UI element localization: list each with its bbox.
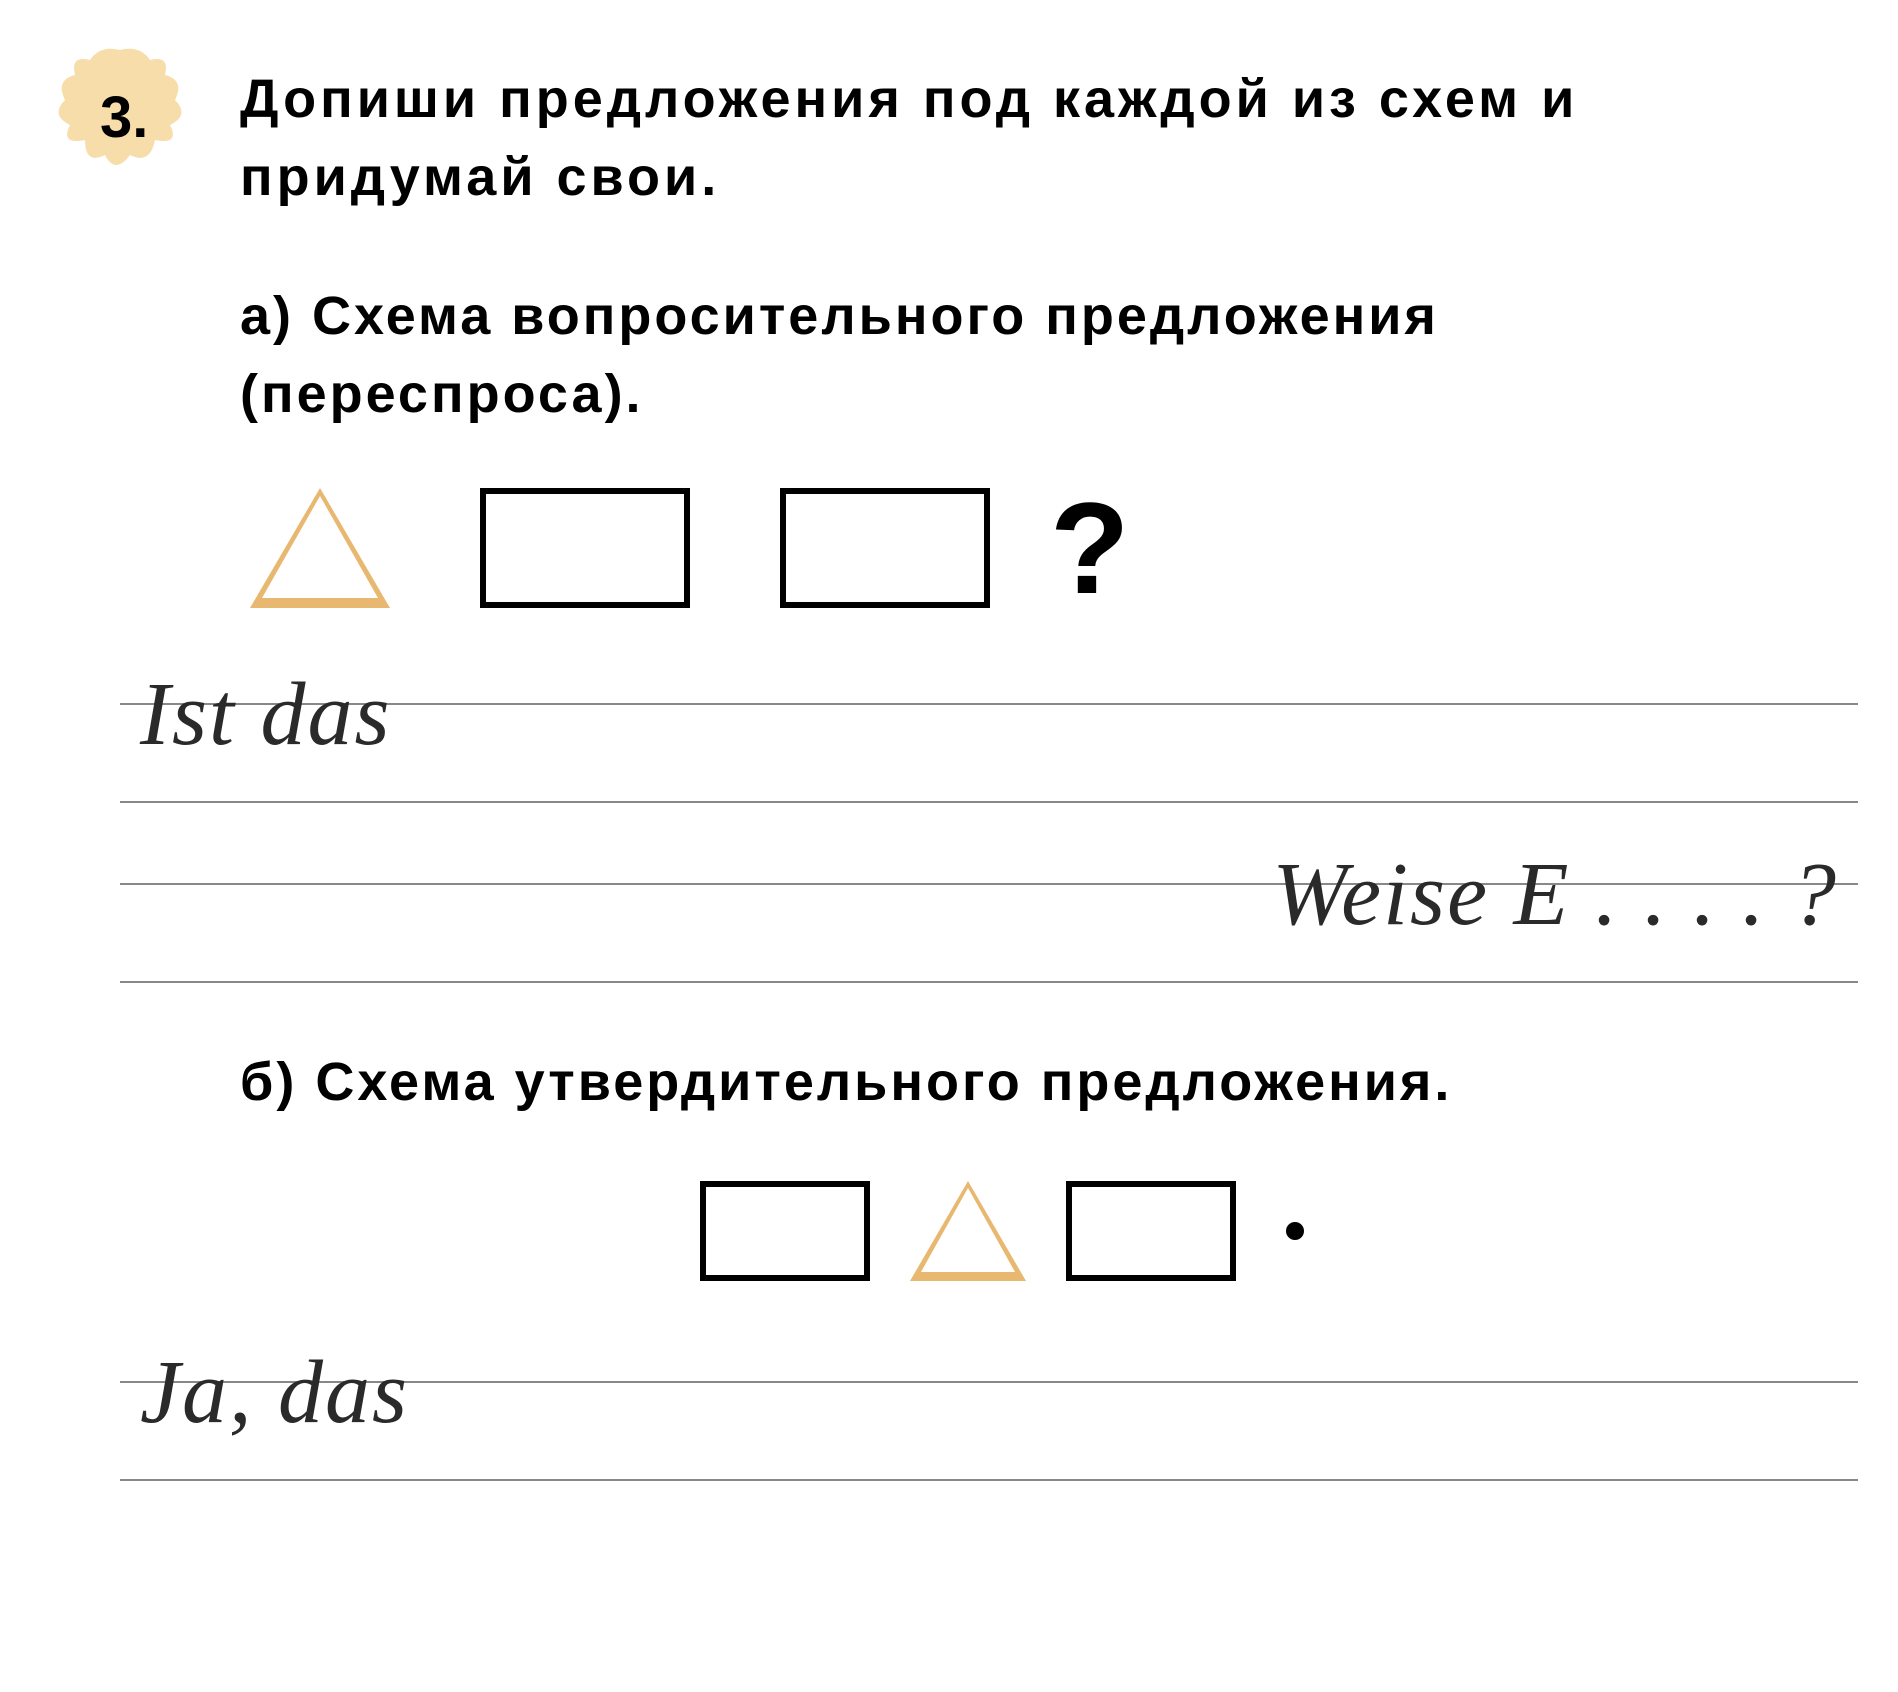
section-a: а) Схема вопросительного предложения (пе… xyxy=(240,277,1818,984)
exercise-instruction: Допиши предложения под каждой из схем и … xyxy=(240,60,1818,217)
rectangle-shape-3 xyxy=(700,1181,870,1281)
rectangle-shape-4 xyxy=(1066,1181,1236,1281)
exercise-container: 3. Допиши предложения под каждой из схем… xyxy=(40,60,1818,1481)
section-b-title: б) Схема утвердительного предложения. xyxy=(240,1043,1818,1121)
exercise-number: 3. xyxy=(100,84,148,151)
question-mark: ? xyxy=(1050,483,1129,613)
triangle-shape xyxy=(250,488,390,608)
rectangle-shape-1 xyxy=(480,488,690,608)
period-dot xyxy=(1286,1222,1304,1240)
handwritten-text-2: Weise E . . . . ? xyxy=(1272,843,1838,946)
handwritten-text-3: Ja, das xyxy=(140,1341,409,1444)
writing-line-1[interactable]: Ist das xyxy=(120,683,1858,803)
writing-area-a: Ist das Weise E . . . . ? xyxy=(120,683,1858,983)
section-b: б) Схема утвердительного предложения. Ja… xyxy=(240,1043,1818,1481)
rule-line xyxy=(120,801,1858,803)
rectangle-shape-2 xyxy=(780,488,990,608)
schema-row-a: ? xyxy=(250,483,1818,613)
schema-row-b xyxy=(700,1181,1818,1281)
rule-line xyxy=(120,1479,1858,1481)
triangle-shape-small xyxy=(910,1181,1026,1281)
rule-line xyxy=(120,981,1858,983)
writing-line-3[interactable]: Ja, das xyxy=(120,1361,1858,1481)
section-a-title: а) Схема вопросительного предложения (пе… xyxy=(240,277,1818,434)
writing-line-2[interactable]: Weise E . . . . ? xyxy=(120,863,1858,983)
handwritten-text-1: Ist das xyxy=(140,663,392,766)
writing-area-b: Ja, das xyxy=(120,1361,1858,1481)
